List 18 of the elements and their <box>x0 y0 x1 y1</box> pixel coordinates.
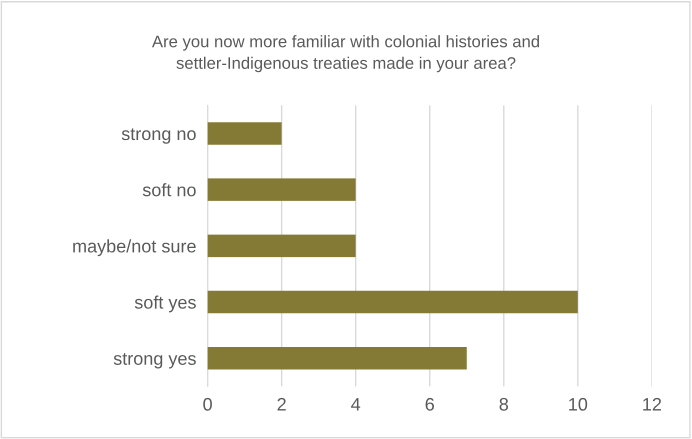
bar <box>208 122 282 145</box>
bar <box>208 290 578 314</box>
x-tick-label: 0 <box>203 398 212 411</box>
y-tick-label: soft yes <box>134 296 196 312</box>
y-tick-label: maybe/not sure <box>73 239 196 256</box>
y-tick-label: soft no <box>142 183 196 196</box>
bar <box>208 234 356 258</box>
y-tick-label: strong yes <box>114 353 196 369</box>
x-tick-label: 6 <box>426 398 434 411</box>
x-tick-label: 10 <box>569 398 588 411</box>
x-tick-label: 2 <box>278 398 286 411</box>
x-tick-label: 8 <box>500 398 508 411</box>
x-tick-label: 4 <box>351 398 360 411</box>
y-tick-label: strong no <box>122 128 196 144</box>
x-tick-label: 12 <box>643 398 661 411</box>
bar <box>208 346 467 370</box>
chart-title: Are you now more familiar with colonial histories and settler-Indigenous treaties made in your area? <box>152 35 540 72</box>
bar <box>208 178 356 201</box>
